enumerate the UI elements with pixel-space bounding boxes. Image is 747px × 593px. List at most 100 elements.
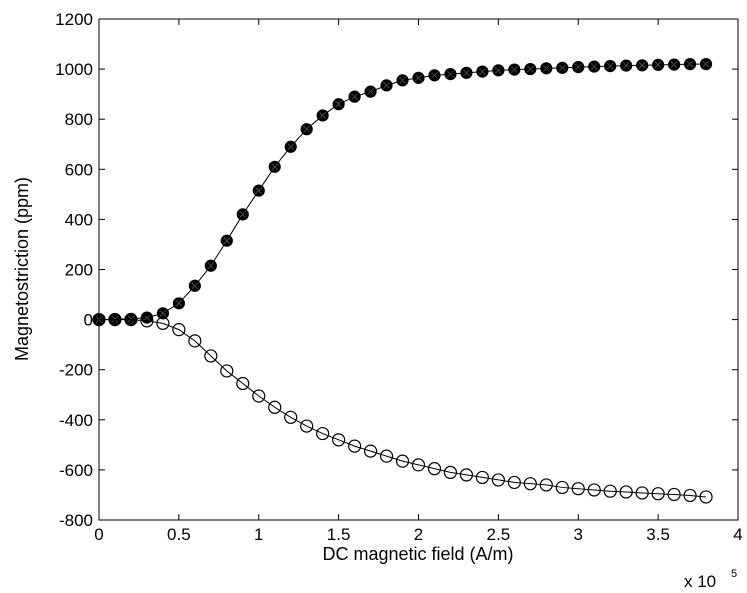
series-2-point — [348, 439, 362, 453]
series-2-point — [124, 313, 138, 327]
series-2-point — [539, 478, 553, 492]
series-2-point — [507, 475, 521, 490]
series-2-point — [188, 334, 202, 348]
series-1-point-mark — [175, 300, 183, 307]
series-1-point-mark — [223, 237, 231, 244]
series-2-point — [603, 484, 617, 498]
series-2-point — [284, 410, 298, 424]
series-2-point — [635, 486, 649, 500]
series-1-point-mark — [415, 74, 422, 82]
series-1-point-mark — [335, 100, 342, 108]
series-1-point-mark — [479, 68, 486, 75]
series-1-point-mark — [463, 69, 470, 77]
x-tick-label: 3 — [574, 525, 583, 544]
y-tick-label: 400 — [65, 210, 93, 229]
series-layer — [92, 57, 713, 504]
series-1-point-mark — [622, 62, 630, 69]
y-tick-label: 1000 — [55, 60, 93, 79]
plot-area — [98, 18, 739, 521]
series-1-point-mark — [239, 211, 247, 218]
x-tick-label: 0.5 — [167, 525, 191, 544]
series-1-point-mark — [686, 60, 694, 68]
x-tick-label: 4 — [733, 525, 742, 544]
y-tick-label: -200 — [59, 361, 93, 380]
y-tick-label: -400 — [59, 411, 93, 430]
series-2-point — [427, 462, 442, 476]
series-2-point — [268, 400, 282, 414]
series-1-point-mark — [670, 61, 678, 68]
series-2-point — [699, 490, 713, 504]
x-tick-label: 0 — [94, 525, 103, 544]
series-1-point-mark — [543, 65, 550, 72]
series-2-point — [571, 482, 585, 496]
series-2-point — [220, 364, 234, 378]
series-1-point-mark — [207, 262, 215, 270]
series-1-point-mark — [447, 70, 454, 78]
series-2-point — [156, 316, 170, 330]
series-2-point — [363, 444, 378, 458]
series-1-point-mark — [127, 315, 135, 323]
series-1-point-mark — [303, 125, 310, 133]
x-tick-label: 1.5 — [327, 525, 351, 544]
series-1-point-mark — [511, 66, 518, 73]
series-2-point — [523, 477, 537, 491]
series-2-point — [667, 487, 681, 502]
series-2-point — [411, 458, 426, 472]
series-2-point — [140, 314, 154, 328]
series-2-point — [252, 389, 266, 403]
plot-frame — [98, 18, 739, 521]
y-tick-label: 800 — [65, 110, 93, 129]
series-2-point — [172, 323, 186, 337]
series-2-point — [555, 480, 569, 495]
series-2-point — [683, 488, 697, 503]
series-2-point — [379, 449, 394, 463]
series-2-point — [651, 487, 665, 501]
series-2-point — [443, 465, 458, 480]
series-1-point-mark — [319, 112, 326, 119]
y-tick-label: 600 — [65, 160, 93, 179]
series-1-point-mark — [159, 310, 167, 317]
series-2-point — [300, 419, 314, 433]
y-tick-label: 200 — [65, 261, 93, 280]
series-1-point-mark — [191, 282, 199, 290]
x-tick-label: 2 — [414, 525, 423, 544]
y-tick-label: -600 — [59, 461, 93, 480]
series-2-point — [236, 376, 250, 391]
series-2-point — [108, 313, 122, 327]
series-1-point-mark — [702, 60, 710, 68]
x-axis-ticks: 0 0.5 1 1.5 2 2.5 3 3.5 4 — [94, 19, 743, 544]
series-1-point-mark — [287, 143, 294, 151]
y-tick-label: 0 — [84, 311, 93, 330]
series-2 — [92, 313, 713, 504]
series-2-point — [204, 349, 218, 363]
x-tick-label: 3.5 — [646, 525, 670, 544]
series-2-point — [316, 426, 330, 441]
y-tick-label: -800 — [59, 511, 93, 530]
series-1-point-mark — [590, 63, 598, 70]
series-1-point-mark — [111, 315, 119, 323]
y-axis-ticks: -800 -600 -400 -200 0 200 400 600 800 1000 1200 — [55, 10, 738, 530]
series-1-point-mark — [606, 62, 614, 70]
series-1-point-mark — [367, 88, 374, 95]
y-axis-title: Magnetostriction (ppm) — [12, 177, 32, 361]
x-tick-label: 1 — [254, 525, 263, 544]
series-2-line — [99, 319, 707, 498]
series-2-point — [587, 483, 601, 497]
series-2-point — [332, 433, 346, 447]
series-2-point — [459, 468, 474, 482]
series-1-point-mark — [399, 77, 406, 84]
x-tick-label: 2.5 — [487, 525, 511, 544]
series-1 — [92, 57, 713, 326]
series-1-point-mark — [527, 65, 534, 73]
series-1-point-mark — [495, 67, 502, 74]
x-axis-title: DC magnetic field (A/m) — [322, 544, 513, 564]
series-1-point-mark — [383, 82, 390, 89]
series-2-point — [491, 473, 505, 487]
x-axis-multiplier: x 10 — [684, 572, 716, 591]
series-1-point-mark — [255, 187, 263, 194]
series-1-point-mark — [638, 62, 646, 69]
series-1-point-mark — [271, 163, 279, 171]
series-1-point-mark — [431, 72, 438, 79]
series-1-point-mark — [654, 61, 662, 69]
